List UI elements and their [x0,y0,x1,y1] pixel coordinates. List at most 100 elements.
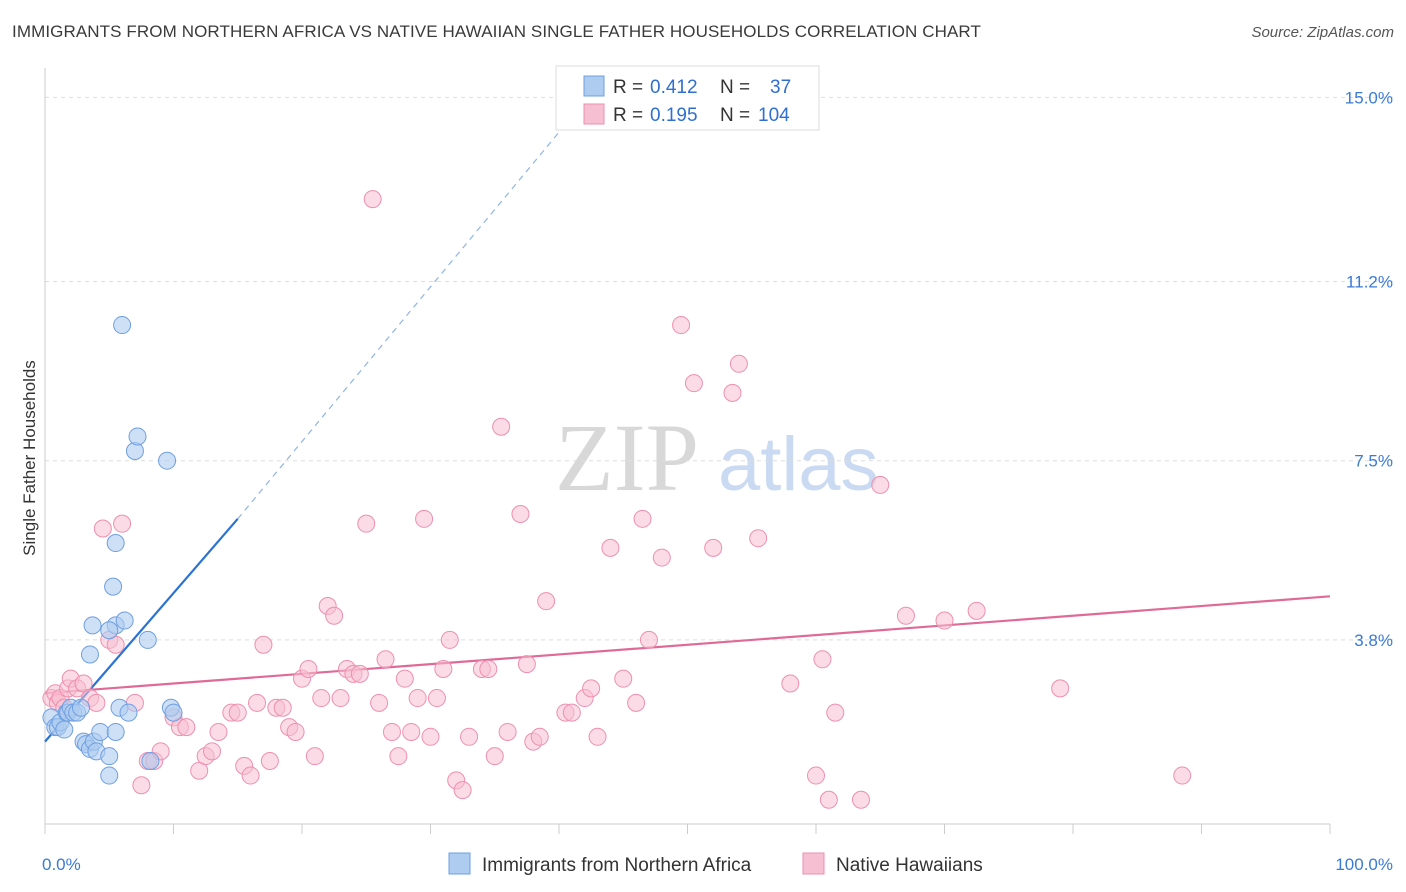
data-point-native-hawaiians [781,674,800,693]
data-point-native-hawaiians [299,659,318,678]
data-point-immigrants-northern-africa [83,616,102,635]
data-point-native-hawaiians [325,606,344,625]
data-point-native-hawaiians [427,689,446,708]
data-point-immigrants-northern-africa [55,720,74,739]
chart-title: IMMIGRANTS FROM NORTHERN AFRICA VS NATIV… [12,22,981,41]
data-point-immigrants-northern-africa [106,722,125,741]
watermark-zip: ZIP [555,404,699,511]
data-point-native-hawaiians [421,727,440,746]
data-point-native-hawaiians [273,698,292,717]
data-point-native-hawaiians [896,606,915,625]
series-native-hawaiians [42,190,1192,809]
data-point-native-hawaiians [312,689,331,708]
data-point-native-hawaiians [813,650,832,669]
data-point-immigrants-northern-africa [128,427,147,446]
correlation-legend: R = 0.412 N = 37 R = 0.195 N = 104 [555,65,820,131]
data-point-native-hawaiians [851,790,870,809]
data-point-native-hawaiians [241,766,260,785]
data-point-native-hawaiians [453,781,472,800]
data-point-native-hawaiians [582,679,601,698]
data-point-native-hawaiians [633,509,652,528]
data-point-immigrants-northern-africa [71,698,90,717]
data-point-immigrants-northern-africa [106,534,125,553]
legend-swatch-pink [802,852,825,875]
data-point-native-hawaiians [440,630,459,649]
data-point-native-hawaiians [376,650,395,669]
data-point-native-hawaiians [588,727,607,746]
y-axis-label: Single Father Households [20,360,39,556]
legend-r-label: R = [613,105,643,126]
data-point-native-hawaiians [517,655,536,674]
legend-n-label: N = [720,105,750,126]
data-point-immigrants-northern-africa [158,451,177,470]
data-point-immigrants-northern-africa [104,577,123,596]
data-point-native-hawaiians [113,514,132,533]
data-point-native-hawaiians [704,538,723,557]
data-point-immigrants-northern-africa [113,316,132,335]
data-point-native-hawaiians [177,718,196,737]
data-point-native-hawaiians [209,722,228,741]
data-point-native-hawaiians [492,417,511,436]
data-point-immigrants-northern-africa [80,645,99,664]
data-point-immigrants-northern-africa [100,766,119,785]
trend-line-pink [44,595,1331,695]
data-point-native-hawaiians [723,383,742,402]
data-point-native-hawaiians [819,790,838,809]
data-point-native-hawaiians [408,689,427,708]
data-point-native-hawaiians [395,669,414,688]
watermark-atlas: atlas [718,422,879,507]
data-point-native-hawaiians [87,693,106,712]
data-point-native-hawaiians [537,592,556,611]
legend-r-label: R = [613,77,643,98]
data-point-native-hawaiians [807,766,825,785]
data-point-native-hawaiians [357,514,376,533]
y-tick-label: 15.0% [1345,88,1393,107]
legend-swatch-blue [448,852,471,875]
legend-swatch-pink [583,103,605,125]
data-point-native-hawaiians [530,727,549,746]
data-point-native-hawaiians [749,529,768,548]
legend-label-native-hawaiians: Native Hawaiians [836,855,983,876]
series-legend: Immigrants from Northern Africa Native H… [448,852,983,876]
data-point-native-hawaiians [382,722,401,741]
data-point-native-hawaiians [1051,679,1070,698]
legend-n-value: 37 [770,77,791,98]
data-point-native-hawaiians [826,703,845,722]
data-point-native-hawaiians [93,519,112,538]
x-tick-label-min: 0.0% [42,855,81,874]
data-point-immigrants-northern-africa [138,630,157,649]
data-point-native-hawaiians [729,354,748,373]
grid-lines [45,96,1393,641]
data-point-native-hawaiians [248,693,267,712]
data-point-native-hawaiians [684,374,703,393]
data-point-native-hawaiians [935,611,954,630]
y-tick-label: 3.8% [1354,631,1393,650]
data-point-native-hawaiians [370,693,389,712]
data-point-native-hawaiians [132,776,151,795]
data-point-native-hawaiians [1173,766,1192,785]
series-immigrants-northern-africa [42,316,183,785]
data-point-immigrants-northern-africa [164,703,183,722]
data-point-native-hawaiians [967,601,986,620]
data-point-immigrants-northern-africa [91,722,110,741]
legend-n-label: N = [720,77,750,98]
data-point-native-hawaiians [260,752,279,771]
data-point-native-hawaiians [485,747,504,766]
data-point-immigrants-northern-africa [141,752,160,771]
legend-n-value: 104 [758,105,790,126]
data-point-native-hawaiians [228,703,247,722]
x-tick-label-max: 100.0% [1335,855,1393,874]
data-point-native-hawaiians [389,747,408,766]
data-point-native-hawaiians [614,669,633,688]
data-point-native-hawaiians [203,742,222,761]
data-point-native-hawaiians [363,190,382,209]
data-point-native-hawaiians [350,664,369,683]
data-point-native-hawaiians [498,722,517,741]
data-point-native-hawaiians [871,475,890,494]
data-point-native-hawaiians [402,722,421,741]
data-point-immigrants-northern-africa [100,621,119,640]
trend-line-blue-extension [237,116,573,520]
data-point-immigrants-northern-africa [100,747,119,766]
data-point-native-hawaiians [415,509,434,528]
